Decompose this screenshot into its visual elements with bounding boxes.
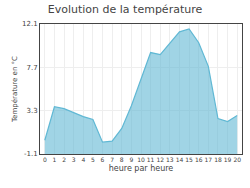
svg-text:11: 11	[147, 156, 155, 163]
svg-text:19: 19	[224, 156, 232, 163]
svg-text:2: 2	[62, 156, 66, 163]
svg-text:18: 18	[214, 156, 222, 163]
svg-text:3: 3	[72, 156, 76, 163]
svg-text:heure par heure: heure par heure	[109, 164, 174, 173]
svg-text:20: 20	[233, 156, 241, 163]
svg-text:Température en °C: Température en °C	[11, 56, 19, 123]
svg-text:0: 0	[43, 156, 47, 163]
svg-text:4: 4	[81, 156, 85, 163]
svg-text:12.1: 12.1	[22, 20, 38, 28]
svg-text:-1.1: -1.1	[24, 150, 38, 158]
svg-text:15: 15	[185, 156, 193, 163]
svg-text:14: 14	[176, 156, 184, 163]
svg-text:1: 1	[53, 156, 57, 163]
svg-text:17: 17	[205, 156, 213, 163]
svg-text:13: 13	[166, 156, 174, 163]
svg-text:7: 7	[110, 156, 114, 163]
svg-text:8: 8	[120, 156, 124, 163]
svg-text:5: 5	[91, 156, 95, 163]
svg-text:10: 10	[137, 156, 145, 163]
svg-text:7.7: 7.7	[26, 64, 37, 72]
svg-text:6: 6	[101, 156, 105, 163]
svg-text:12: 12	[156, 156, 164, 163]
svg-text:3.3: 3.3	[26, 107, 37, 115]
svg-text:9: 9	[129, 156, 133, 163]
svg-text:16: 16	[195, 156, 203, 163]
svg-text:Evolution de la température: Evolution de la température	[48, 3, 203, 16]
